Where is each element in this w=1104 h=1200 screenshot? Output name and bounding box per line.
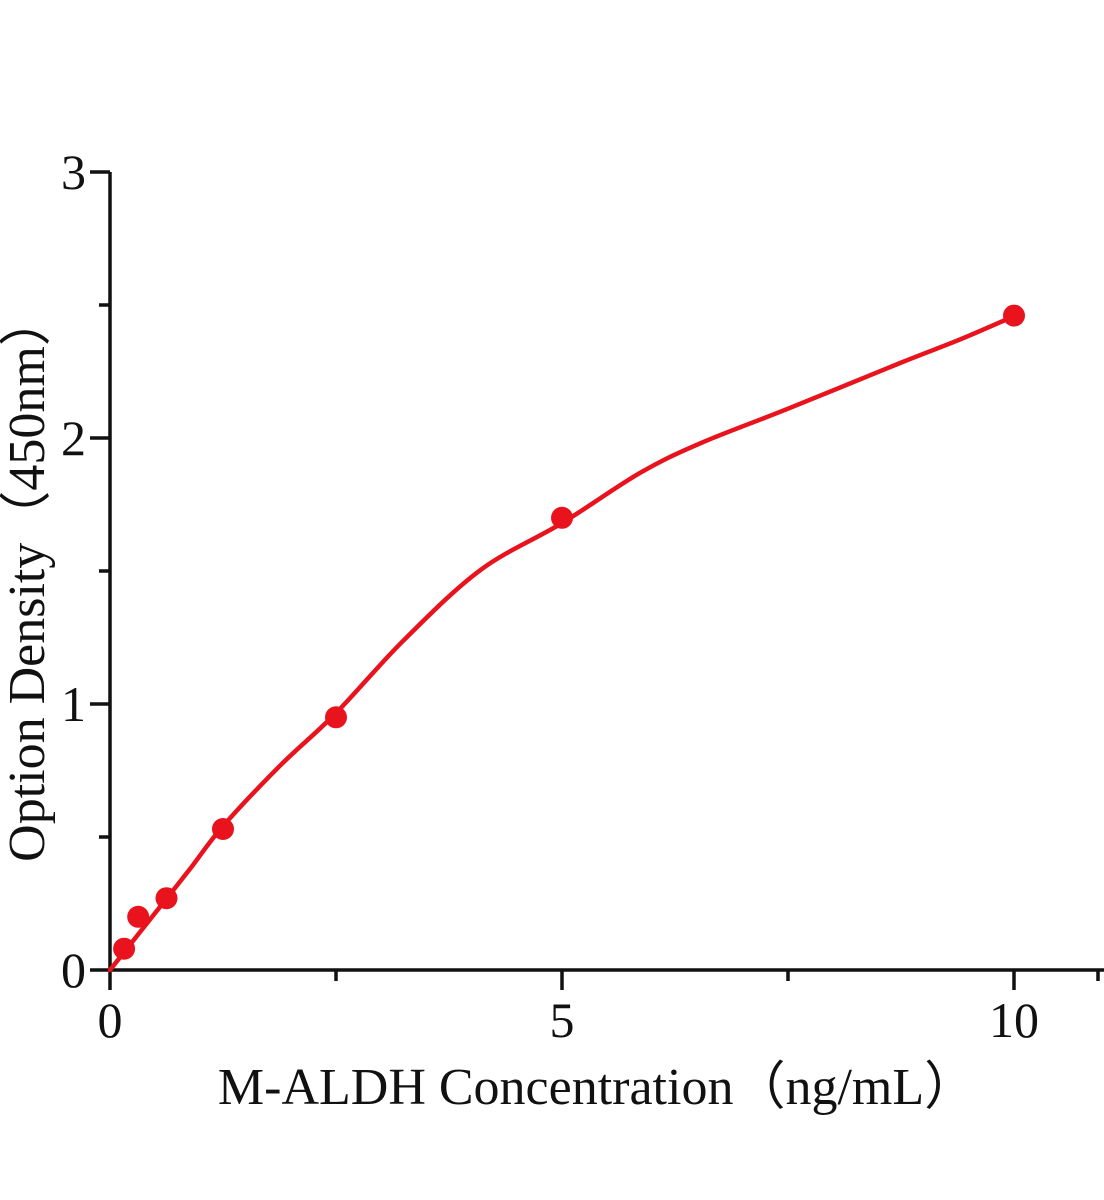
x-tick-label: 0 [98, 992, 123, 1048]
data-point [155, 887, 178, 910]
y-tick-label: 1 [61, 676, 86, 732]
data-point [1003, 304, 1025, 327]
x-tick-label: 10 [989, 992, 1039, 1048]
data-point [212, 818, 234, 840]
y-axis-title: Option Density（450nm） [0, 294, 56, 862]
data-point [127, 905, 150, 928]
fit-curve [107, 313, 1017, 973]
y-tick-label: 2 [61, 410, 86, 466]
x-axis-title: M-ALDH Concentration（ng/mL） [218, 1059, 976, 1116]
y-tick-label: 3 [61, 144, 86, 200]
data-point [551, 506, 573, 529]
plot-area: 0 5 10 0 1 2 3 [61, 144, 1104, 1048]
y-tick-label: 0 [61, 942, 86, 998]
data-point [325, 706, 347, 729]
data-point [113, 937, 136, 960]
x-tick-label: 5 [550, 992, 575, 1048]
